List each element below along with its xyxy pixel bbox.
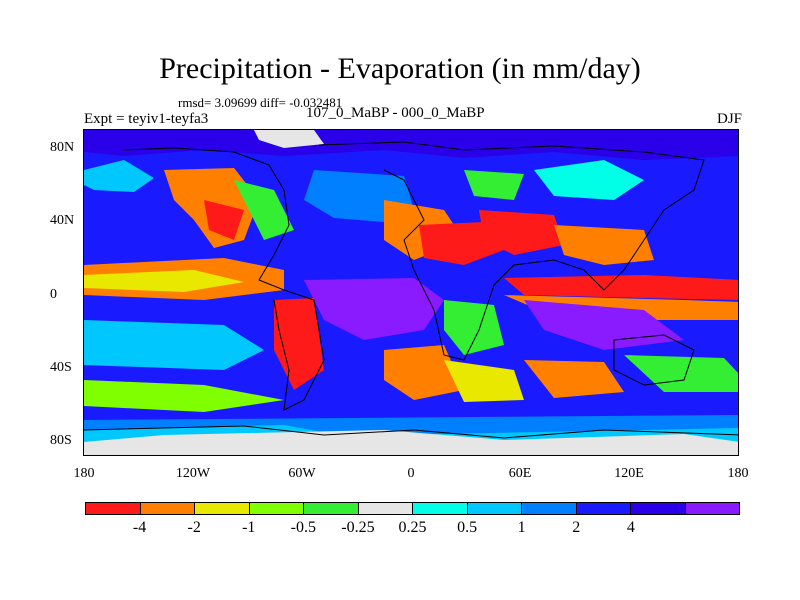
lat-tick-label: 40S (50, 360, 72, 375)
colorbar-label: 4 (626, 519, 635, 536)
period-label: 107_0_MaBP - 000_0_MaBP (306, 105, 485, 121)
lat-tick-label: 80S (50, 433, 72, 448)
field-africa-green (444, 300, 504, 355)
field-sio-yellow (444, 360, 524, 402)
colorbar-label: 2 (572, 519, 581, 536)
field-indopac-red (504, 275, 738, 300)
colorbar (85, 502, 740, 515)
lon-tick-label: 60E (508, 466, 532, 481)
field-india-orange (554, 225, 654, 265)
colorbar-label: 0.5 (457, 519, 478, 536)
pe-field-map (84, 130, 738, 455)
field-npac-cyan (84, 160, 154, 192)
lat-tick-label: 40N (50, 213, 75, 228)
field-sio-orange (524, 360, 624, 398)
field-south-america-purple (304, 278, 444, 340)
field-spac-cyan (84, 320, 264, 370)
lon-tick-label: 60W (288, 466, 316, 481)
field-epac-yellow (84, 270, 244, 292)
colorbar-label: -2 (187, 519, 201, 536)
colorbar-label: -0.5 (290, 519, 316, 536)
colorbar-label: -0.25 (341, 519, 375, 536)
lat-tick-label: 80N (50, 140, 75, 155)
colorbar-segment (467, 503, 522, 514)
lon-tick-label: 0 (407, 466, 415, 481)
colorbar-segment (413, 503, 468, 514)
field-north-polar (84, 130, 738, 160)
colorbar-segment (249, 503, 304, 514)
field-north-america-red (204, 200, 244, 240)
field-usa-green (234, 180, 294, 240)
chart-title: Precipitation - Evaporation (in mm/day) (159, 52, 641, 85)
colorbar-label: -1 (242, 519, 256, 536)
lat-tick-label: 0 (50, 287, 57, 302)
colorbar-segment (86, 503, 141, 514)
field-andes-red (274, 298, 324, 390)
colorbar-segment (304, 503, 359, 514)
field-central-asia-green (464, 170, 524, 200)
experiment-label: Expt = teyiv1-teyfa3 (84, 111, 209, 127)
colorbar-label: -4 (132, 519, 147, 536)
field-siberia-cyan (534, 160, 644, 200)
lon-tick-label: 180 (73, 466, 95, 481)
field-southern-green (84, 380, 284, 412)
colorbar-segment (576, 503, 631, 514)
colorbar-segment (522, 503, 577, 514)
lon-tick-label: 120E (614, 466, 644, 481)
colorbar-segment (195, 503, 250, 514)
field-greenland (254, 130, 324, 148)
colorbar-label: 0.25 (398, 519, 427, 536)
colorbar-segment (685, 503, 739, 514)
field-antarctica-grey (84, 430, 738, 455)
coastlines (84, 141, 738, 439)
colorbar-label: 1 (517, 519, 526, 536)
field-arabia-red (479, 210, 564, 255)
colorbar-segment (631, 503, 686, 514)
field-australia-green (624, 355, 738, 392)
lon-tick-label: 180 (727, 466, 749, 481)
rmsd-diff-stats: rmsd= 3.09699 diff= -0.032481 (178, 95, 343, 110)
season-label: DJF (716, 111, 742, 127)
colorbar-segment (140, 503, 195, 514)
colorbar-segment (358, 503, 413, 514)
field-sahara-red (419, 222, 504, 265)
map-plot-area (83, 129, 739, 456)
field-satl-orange (384, 345, 464, 400)
lon-tick-label: 120W (175, 466, 211, 481)
